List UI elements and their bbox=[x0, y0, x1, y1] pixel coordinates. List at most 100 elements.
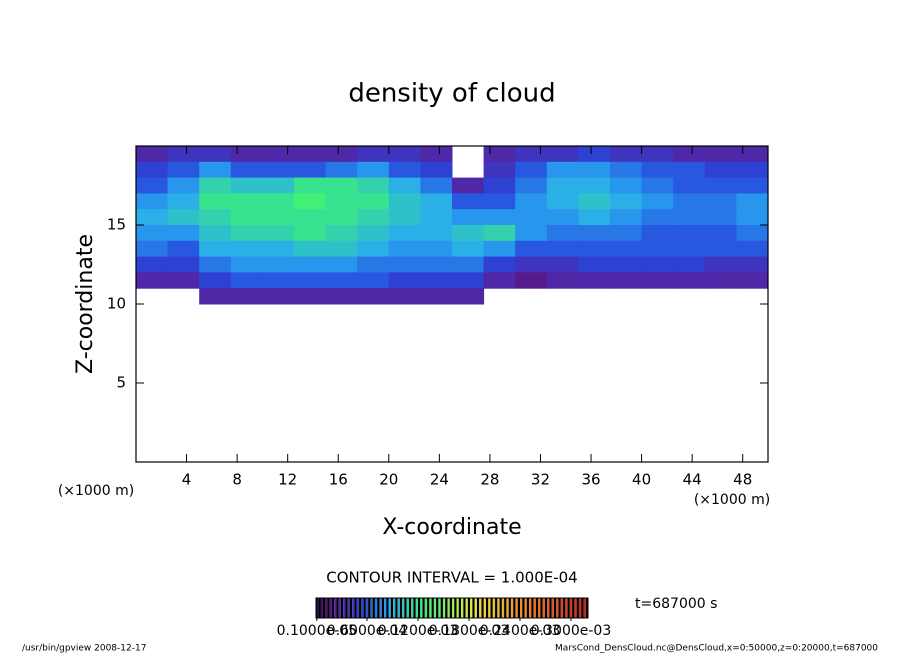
cell bbox=[641, 161, 674, 179]
cell bbox=[673, 256, 706, 273]
cell bbox=[704, 256, 737, 273]
cell bbox=[673, 209, 706, 226]
cell bbox=[136, 225, 169, 242]
colorbar-swatch bbox=[411, 598, 414, 618]
cell bbox=[641, 225, 674, 242]
colorbar-swatch bbox=[465, 598, 468, 618]
cell bbox=[325, 161, 358, 179]
cell bbox=[704, 209, 737, 226]
colorbar-swatch bbox=[556, 598, 559, 618]
cell bbox=[610, 240, 643, 258]
cell bbox=[136, 146, 169, 163]
colorbar-swatch bbox=[379, 598, 382, 618]
cell bbox=[388, 272, 421, 289]
colorbar-swatch bbox=[347, 598, 350, 618]
cell bbox=[294, 240, 327, 258]
cell bbox=[167, 177, 200, 194]
cell bbox=[420, 209, 453, 226]
colorbar-swatch bbox=[361, 598, 364, 618]
cell bbox=[452, 240, 485, 258]
colorbar-swatch bbox=[578, 598, 582, 618]
cell bbox=[294, 256, 327, 273]
cell bbox=[452, 272, 485, 289]
cell bbox=[546, 225, 579, 242]
colorbar-swatch bbox=[336, 598, 339, 618]
colorbar-swatch bbox=[331, 598, 335, 618]
colorbar-swatch bbox=[520, 598, 523, 618]
colorbar-tick-label: 0.3000e-03 bbox=[531, 623, 611, 639]
colorbar-swatch bbox=[474, 598, 477, 618]
colorbar-swatch bbox=[388, 598, 391, 618]
cell bbox=[673, 272, 706, 289]
colorbar-swatch bbox=[563, 598, 566, 618]
colorbar-swatch bbox=[320, 598, 323, 618]
cell bbox=[388, 146, 421, 163]
cell bbox=[546, 240, 579, 258]
cell bbox=[515, 225, 548, 242]
cell bbox=[420, 240, 453, 258]
cell bbox=[578, 225, 611, 242]
cell bbox=[452, 225, 485, 242]
cell bbox=[546, 193, 579, 210]
cell bbox=[704, 272, 737, 289]
colorbar-swatch bbox=[422, 598, 425, 618]
cell bbox=[515, 209, 548, 226]
colorbar-swatch bbox=[454, 598, 457, 618]
cell bbox=[388, 256, 421, 273]
colorbar-swatch bbox=[436, 598, 439, 618]
cell bbox=[610, 146, 643, 163]
colorbar-swatch bbox=[356, 598, 360, 618]
cell bbox=[673, 146, 706, 163]
x-tick-label: 12 bbox=[278, 471, 297, 489]
colorbar-swatch bbox=[429, 598, 432, 618]
cell bbox=[704, 146, 737, 163]
cell bbox=[294, 193, 327, 210]
cell bbox=[578, 240, 611, 258]
colorbar-swatch bbox=[531, 598, 534, 618]
cell bbox=[230, 161, 263, 179]
colorbar-swatch bbox=[377, 598, 380, 618]
cell bbox=[325, 209, 358, 226]
y-unit: (×1000 m) bbox=[58, 483, 134, 499]
colorbar-swatch bbox=[456, 598, 459, 618]
cell bbox=[294, 225, 327, 242]
x-tick-label: 28 bbox=[480, 471, 499, 489]
cell bbox=[641, 193, 674, 210]
cell bbox=[294, 288, 327, 305]
cell bbox=[357, 193, 390, 210]
colorbar-swatch bbox=[470, 598, 473, 618]
colorbar-swatch bbox=[368, 598, 371, 618]
cell bbox=[673, 161, 706, 179]
cell bbox=[673, 225, 706, 242]
cell bbox=[136, 177, 169, 194]
colorbar-swatch bbox=[583, 598, 586, 618]
colorbar-swatch bbox=[352, 598, 355, 618]
colorbar-swatch bbox=[327, 598, 330, 618]
cell bbox=[262, 161, 295, 179]
cell bbox=[357, 146, 390, 163]
colorbar-swatch bbox=[449, 598, 452, 618]
colorbar-swatch bbox=[560, 598, 564, 618]
time-label: t=687000 s bbox=[635, 596, 717, 612]
colorbar-swatch bbox=[501, 598, 505, 618]
colorbar-swatch bbox=[504, 598, 507, 618]
colorbar-swatch bbox=[554, 598, 557, 618]
cell bbox=[230, 146, 263, 163]
cell bbox=[262, 177, 295, 194]
x-tick-label: 20 bbox=[379, 471, 398, 489]
cell bbox=[230, 209, 263, 226]
colorbar-swatch bbox=[447, 598, 450, 618]
cell bbox=[515, 193, 548, 210]
colorbar-swatch bbox=[420, 598, 423, 618]
cell bbox=[388, 161, 421, 179]
chart-title: density of cloud bbox=[348, 79, 555, 109]
cell bbox=[136, 161, 169, 179]
cell bbox=[515, 177, 548, 194]
cell bbox=[610, 256, 643, 273]
cell bbox=[230, 225, 263, 242]
colorbar-swatch bbox=[558, 598, 561, 618]
colorbar-swatch bbox=[397, 598, 400, 618]
cell bbox=[199, 256, 232, 273]
cell bbox=[641, 146, 674, 163]
